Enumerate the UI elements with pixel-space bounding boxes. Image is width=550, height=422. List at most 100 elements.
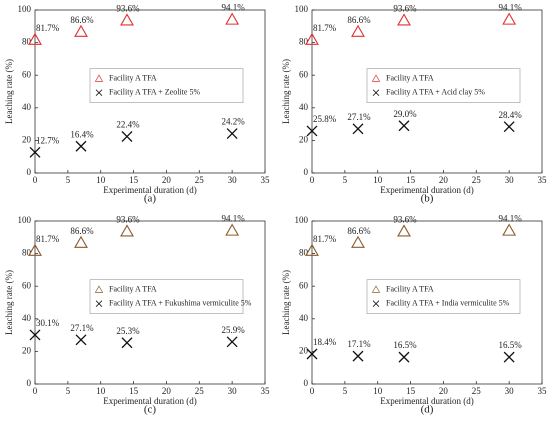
x-marker <box>226 336 238 348</box>
y-tick-label: 40 <box>299 102 309 112</box>
x-tick-label: 0 <box>310 386 315 396</box>
value-label: 12.7% <box>36 135 60 145</box>
y-tick-label: 80 <box>299 248 309 258</box>
y-axis-label: Leaching rate (%) <box>281 59 291 124</box>
value-label: 93.6% <box>393 214 417 224</box>
x-marker <box>95 300 103 307</box>
value-label: 18.4% <box>313 337 337 347</box>
value-label: 94.1% <box>222 3 246 13</box>
x-tick-label: 5 <box>66 175 71 185</box>
triangle-marker <box>371 74 381 82</box>
x-marker <box>503 121 515 133</box>
x-marker <box>75 140 87 152</box>
value-label: 25.8% <box>313 114 337 124</box>
x-marker <box>121 337 133 349</box>
plot-frame <box>311 9 543 174</box>
y-tick-label: 20 <box>22 134 32 144</box>
x-tick-label: 0 <box>33 175 38 185</box>
x-tick-label: 25 <box>195 175 205 185</box>
value-label: 94.1% <box>222 214 246 224</box>
legend-label: Facility A TFA <box>386 285 434 294</box>
value-label: 81.7% <box>313 234 337 244</box>
y-tick-label: 20 <box>299 134 309 144</box>
triangle-marker <box>28 32 42 45</box>
value-label: 93.6% <box>393 3 417 13</box>
plot-frame <box>311 220 543 385</box>
legend-label: Facility A TFA + India vermiculite 5% <box>386 299 510 308</box>
x-marker <box>398 351 410 363</box>
value-label: 86.6% <box>347 226 371 236</box>
x-tick-label: 35 <box>538 386 548 396</box>
x-tick-label: 30 <box>505 175 515 185</box>
x-tick-label: 5 <box>66 386 71 396</box>
triangle-marker <box>28 243 42 256</box>
y-tick-label: 0 <box>27 378 32 388</box>
x-marker <box>306 125 318 137</box>
y-tick-label: 20 <box>22 345 32 355</box>
y-tick-label: 40 <box>299 313 309 323</box>
triangle-marker <box>74 24 88 37</box>
y-tick-label: 80 <box>22 248 32 258</box>
x-axis-label: Experimental duration (d) <box>380 396 473 406</box>
value-label: 81.7% <box>36 234 60 244</box>
x-marker <box>306 348 318 360</box>
y-tick-label: 100 <box>18 4 32 14</box>
triangle-marker <box>94 285 104 293</box>
y-tick-label: 100 <box>295 4 309 14</box>
x-marker <box>398 120 410 132</box>
x-tick-label: 15 <box>406 175 416 185</box>
value-label: 30.1% <box>36 318 60 328</box>
y-tick-label: 100 <box>295 215 309 225</box>
x-tick-label: 20 <box>439 175 449 185</box>
triangle-marker <box>305 32 319 45</box>
panel-caption: (d) <box>421 404 434 416</box>
value-label: 24.2% <box>222 117 246 127</box>
panel-caption: (a) <box>144 193 157 205</box>
x-marker <box>352 123 364 135</box>
y-tick-label: 80 <box>22 37 32 47</box>
x-tick-label: 10 <box>373 175 383 185</box>
value-label: 93.6% <box>116 3 140 13</box>
y-tick-label: 60 <box>299 280 309 290</box>
x-marker <box>75 334 87 346</box>
value-label: 94.1% <box>499 3 523 13</box>
legend-label: Facility A TFA <box>109 74 157 83</box>
value-label: 16.4% <box>70 129 94 139</box>
x-marker <box>372 89 380 96</box>
x-tick-label: 10 <box>373 386 383 396</box>
triangle-marker <box>371 285 381 293</box>
triangle-marker <box>94 74 104 82</box>
y-tick-label: 0 <box>304 378 309 388</box>
y-tick-label: 80 <box>299 37 309 47</box>
x-tick-label: 20 <box>162 175 172 185</box>
value-label: 25.3% <box>116 326 140 336</box>
value-label: 16.5% <box>499 340 523 350</box>
y-tick-label: 100 <box>18 215 32 225</box>
x-tick-label: 15 <box>406 386 416 396</box>
y-tick-label: 60 <box>299 69 309 79</box>
triangle-marker <box>351 24 365 37</box>
triangle-marker <box>351 235 365 248</box>
triangle-marker <box>502 12 517 25</box>
x-tick-label: 0 <box>33 386 38 396</box>
y-tick-label: 60 <box>22 280 32 290</box>
x-marker <box>29 329 41 341</box>
x-tick-label: 35 <box>538 175 548 185</box>
legend-label: Facility A TFA <box>386 74 434 83</box>
x-marker <box>29 146 41 158</box>
x-tick-label: 20 <box>439 386 449 396</box>
value-label: 86.6% <box>70 15 94 25</box>
y-tick-label: 40 <box>22 102 32 112</box>
value-label: 93.6% <box>116 214 140 224</box>
value-label: 81.7% <box>36 23 60 33</box>
y-tick-label: 20 <box>299 345 309 355</box>
triangle-marker <box>397 13 411 26</box>
x-tick-label: 10 <box>96 386 106 396</box>
x-tick-label: 25 <box>195 386 205 396</box>
value-label: 25.9% <box>222 325 246 335</box>
y-tick-label: 40 <box>22 313 32 323</box>
panel-caption: (b) <box>421 193 434 205</box>
value-label: 28.4% <box>499 110 523 120</box>
legend-label: Facility A TFA <box>109 285 157 294</box>
